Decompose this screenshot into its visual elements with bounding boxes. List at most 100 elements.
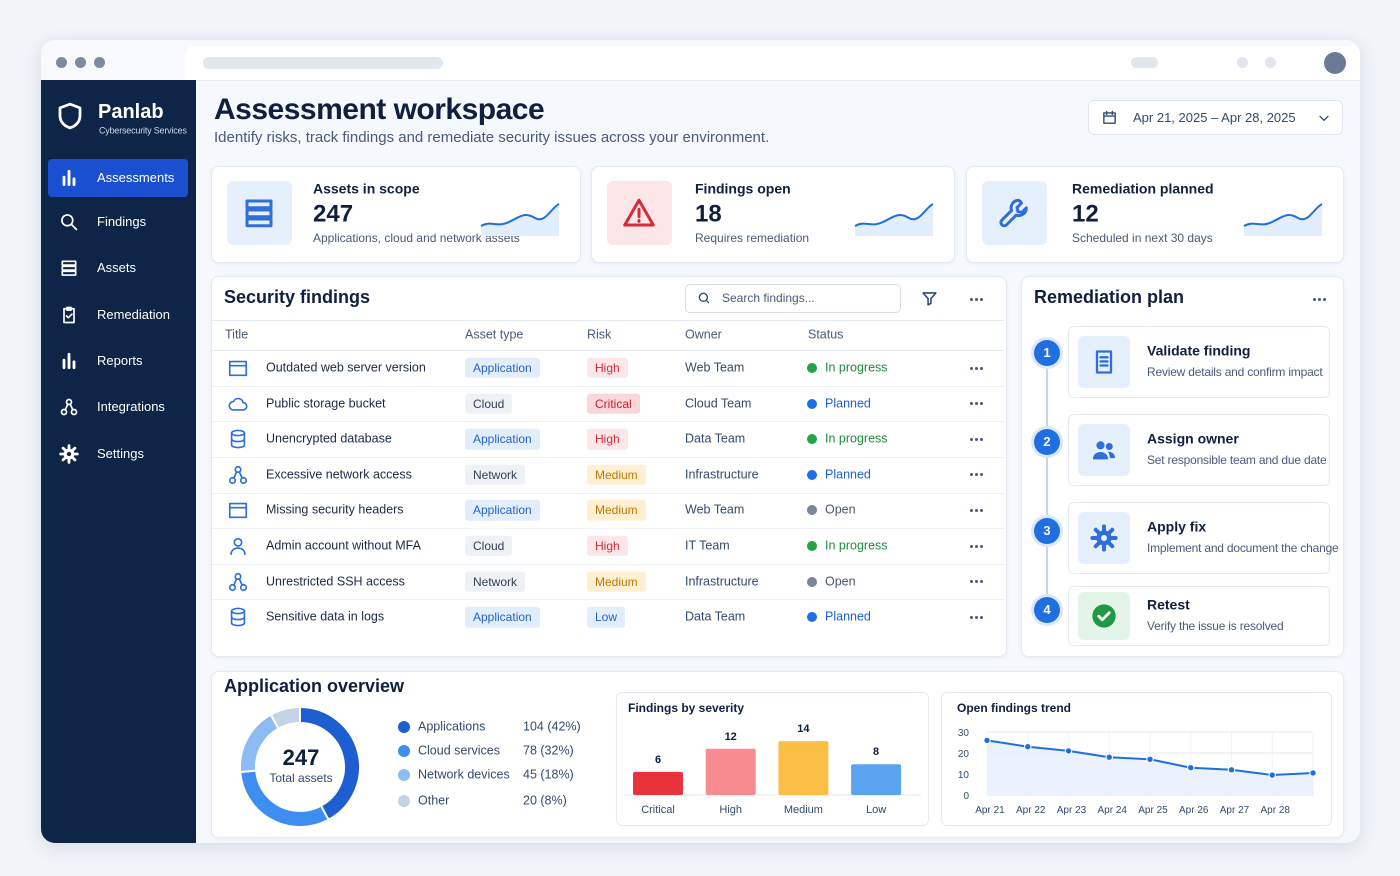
menu-dot (974, 473, 978, 477)
step-description: Set responsible team and due date (1147, 452, 1327, 467)
status-dot (807, 541, 817, 551)
status: In progress (825, 360, 888, 375)
page-title: Assessment workspace (214, 93, 545, 126)
window-dot (94, 57, 105, 68)
icon[interactable] (920, 289, 939, 308)
icon-part (65, 398, 73, 406)
kpi-description: Requires remediation (695, 230, 810, 245)
icon (1090, 524, 1118, 552)
finding-title: Unrestricted SSH access (266, 574, 405, 589)
menu-dot (969, 366, 973, 370)
trend-point (1105, 753, 1113, 761)
bar-value-label: 6 (655, 754, 661, 766)
bar-value-label: 8 (873, 746, 879, 758)
asset-badge: Cloud (465, 535, 513, 557)
icon (228, 572, 248, 591)
icon-part (58, 102, 82, 130)
legend-value: 78 (32%) (523, 743, 574, 758)
column-header: Asset type (465, 327, 524, 342)
x-tick-label: Apr 25 (1138, 805, 1168, 816)
icon (60, 398, 78, 416)
icon-part (61, 214, 74, 227)
x-tick-label: Low (866, 804, 886, 816)
icon-part (233, 537, 243, 547)
icon (59, 444, 79, 464)
asset-badge: Application (465, 500, 540, 521)
step-number: 2 (1043, 434, 1051, 450)
date-picker[interactable] (1088, 100, 1343, 135)
donut-chart (239, 705, 361, 828)
divider (212, 350, 1004, 351)
owner: Infrastructure (685, 467, 759, 482)
nav-label: Integrations (97, 399, 165, 415)
step-description: Implement and document the change (1147, 540, 1339, 555)
finding-title: Excessive network access (266, 467, 412, 482)
window-dot (75, 57, 86, 68)
kpi-label: Remediation planned (1072, 180, 1214, 197)
status-dot (807, 469, 817, 480)
icon-part (62, 169, 76, 187)
trend-point (1024, 743, 1032, 751)
icon-part (230, 432, 246, 449)
menu-dot (979, 366, 983, 370)
icon-part (228, 583, 237, 591)
icon-part (61, 260, 77, 276)
status: Open (825, 502, 856, 517)
timeline-line (1046, 353, 1048, 610)
icon-part (999, 198, 1028, 228)
nav-label: Findings (97, 214, 147, 230)
icon-part (1096, 441, 1105, 450)
icon-part (239, 583, 248, 591)
finding-title: Sensitive data in logs (266, 609, 385, 624)
risk-badge: Medium (587, 500, 646, 521)
nav-label: Remediation (97, 307, 170, 323)
sparkline-line (480, 203, 560, 227)
step-description: Review details and confirm impact (1147, 364, 1323, 379)
icon-part (698, 292, 708, 302)
row-divider (212, 599, 1004, 601)
icon (61, 260, 77, 276)
column-header: Title (225, 327, 249, 342)
step-title: Retest (1147, 596, 1190, 613)
icon-part (1095, 350, 1113, 374)
x-tick-label: Apr 22 (1016, 805, 1046, 816)
icon (230, 537, 246, 556)
row-divider (212, 528, 1004, 530)
search-box[interactable] (685, 284, 901, 313)
divider (212, 320, 1004, 321)
menu-dot (969, 508, 973, 512)
icon-part (623, 198, 655, 227)
row-divider (212, 421, 1004, 423)
bar (851, 764, 902, 795)
asset-badge: Application (465, 606, 540, 628)
x-tick-label: Apr 27 (1220, 805, 1250, 816)
asset-badge: Cloud (465, 393, 513, 414)
trend-point (1187, 764, 1195, 772)
toolbar-dot (1237, 57, 1248, 68)
row-divider (212, 457, 1004, 458)
icon-part (65, 313, 73, 319)
step-number-circle (1034, 429, 1060, 455)
status-dot (807, 398, 817, 409)
icon-part (1097, 611, 1111, 622)
status-dot (807, 363, 817, 373)
kpi-icon-box (227, 181, 292, 245)
nav-item[interactable] (48, 159, 188, 197)
subchart-card (616, 692, 929, 826)
status: Planned (825, 609, 871, 624)
bar (778, 741, 829, 795)
avatar[interactable] (1324, 52, 1346, 74)
column-header: Risk (587, 327, 612, 342)
status-dot (807, 505, 817, 516)
sparkline-line (1243, 203, 1323, 227)
section-title: Remediation plan (1034, 287, 1185, 308)
icon (698, 292, 710, 304)
menu-dot (974, 366, 978, 370)
icon-part (245, 199, 273, 228)
icon (228, 397, 248, 411)
bar (705, 748, 756, 795)
owner: Cloud Team (685, 396, 752, 411)
legend-label: Network devices (418, 767, 510, 782)
menu-dot (969, 402, 973, 406)
status: Planned (825, 467, 871, 482)
